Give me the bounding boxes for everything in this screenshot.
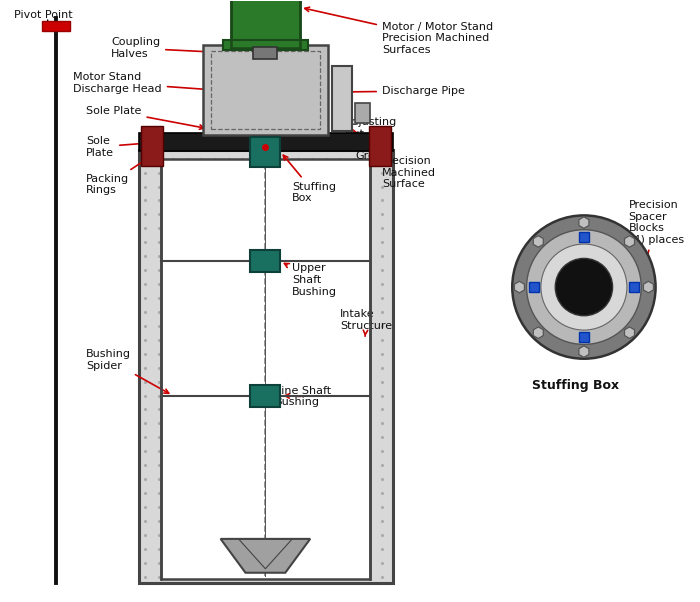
Text: Upper
Shaft
Bushing: Upper Shaft Bushing xyxy=(284,264,337,297)
Text: Discharge Pipe: Discharge Pipe xyxy=(346,86,465,96)
Circle shape xyxy=(512,216,656,359)
Bar xyxy=(332,66,352,131)
Circle shape xyxy=(526,230,641,344)
Bar xyxy=(528,282,539,292)
Text: Packing
Rings: Packing Rings xyxy=(86,158,148,195)
Bar xyxy=(253,47,277,59)
Bar xyxy=(139,133,393,150)
Bar xyxy=(579,332,589,342)
Polygon shape xyxy=(220,539,310,573)
Bar xyxy=(579,232,589,242)
Circle shape xyxy=(555,258,612,315)
Bar xyxy=(251,385,280,406)
Bar xyxy=(251,137,280,167)
Text: Stuffing Box: Stuffing Box xyxy=(532,379,620,392)
Bar xyxy=(355,103,370,123)
Text: Sole
Plate: Sole Plate xyxy=(86,136,161,158)
Text: Precision
Machined
Surface: Precision Machined Surface xyxy=(341,120,436,189)
Text: Line Shaft
Bushing: Line Shaft Bushing xyxy=(275,386,332,408)
Bar xyxy=(211,51,320,129)
Text: Motor Stand
Discharge Head: Motor Stand Discharge Head xyxy=(74,72,210,94)
Text: Bushing
Spider: Bushing Spider xyxy=(86,349,169,393)
Text: Epoxy
Grout: Epoxy Grout xyxy=(355,140,388,161)
Bar xyxy=(203,45,328,135)
Text: Pivot Point: Pivot Point xyxy=(13,10,72,26)
Bar xyxy=(139,150,393,583)
Bar xyxy=(230,0,300,48)
Bar xyxy=(161,159,370,579)
Bar xyxy=(141,126,163,166)
Circle shape xyxy=(541,244,627,330)
Text: Stuffing
Box: Stuffing Box xyxy=(284,155,336,203)
Text: Precision
Spacer
Blocks
(4) places: Precision Spacer Blocks (4) places xyxy=(629,200,684,282)
Bar xyxy=(629,282,639,292)
Bar xyxy=(43,21,70,31)
Bar xyxy=(251,250,280,272)
Text: Intake
Structure: Intake Structure xyxy=(340,309,392,337)
Bar xyxy=(223,40,308,50)
Text: Adjusting
Nut: Adjusting Nut xyxy=(345,114,398,138)
Text: Coupling
Halves: Coupling Halves xyxy=(111,37,231,59)
Text: Sole Plate: Sole Plate xyxy=(86,106,204,129)
Bar xyxy=(369,126,391,166)
Text: Motor / Motor Stand
Precision Machined
Surfaces: Motor / Motor Stand Precision Machined S… xyxy=(304,7,493,55)
